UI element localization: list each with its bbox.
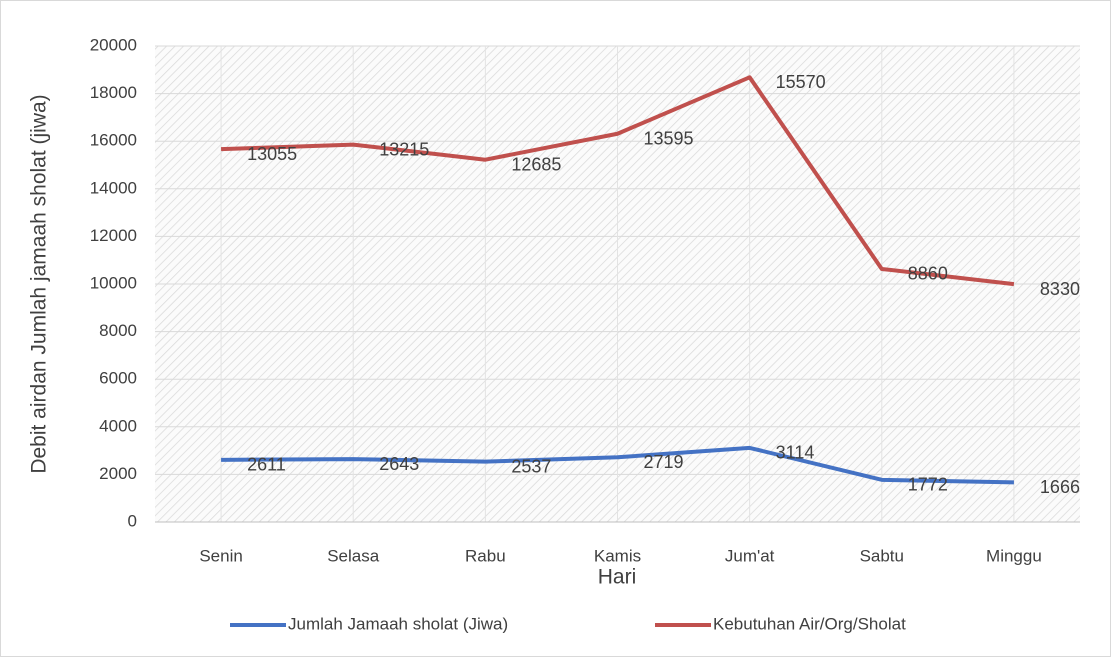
data-label: 15570: [776, 72, 826, 92]
data-label: 2719: [644, 452, 684, 472]
y-tick-label: 0: [128, 511, 137, 530]
x-tick-label: Rabu: [465, 546, 506, 565]
data-label: 8330: [1040, 279, 1080, 299]
x-tick-label: Sabtu: [860, 546, 904, 565]
y-tick-label: 14000: [90, 178, 137, 197]
y-tick-label: 18000: [90, 83, 137, 102]
data-label: 1666: [1040, 477, 1080, 497]
data-label: 3114: [776, 443, 815, 463]
y-tick-label: 10000: [90, 273, 137, 292]
data-label: 2537: [511, 456, 551, 476]
y-tick-label: 4000: [99, 416, 137, 435]
x-tick-label: Kamis: [594, 546, 641, 565]
x-axis-label: Hari: [598, 566, 637, 589]
legend-label: Jumlah Jamaah sholat (Jiwa): [288, 614, 508, 633]
x-tick-label: Jum'at: [725, 546, 775, 565]
series-line: [221, 75, 1015, 287]
legend-label: Kebutuhan Air/Org/Sholat: [713, 614, 906, 633]
x-tick-label: Minggu: [986, 546, 1042, 565]
y-tick-label: 6000: [99, 369, 137, 388]
y-tick-label: 2000: [99, 464, 137, 483]
x-tick-label: Senin: [199, 546, 242, 565]
series-line: [221, 445, 1014, 485]
y-tick-label: 20000: [90, 35, 137, 54]
y-tick-label: 16000: [90, 131, 137, 150]
y-tick-label: 8000: [99, 321, 137, 340]
x-tick-label: Selasa: [327, 546, 380, 565]
data-label: 2611: [247, 455, 286, 475]
y-tick-label: 12000: [90, 226, 137, 245]
data-label: 8860: [908, 264, 948, 284]
data-label: 2643: [379, 454, 419, 474]
data-label: 13595: [644, 128, 694, 148]
data-label: 1772: [908, 475, 948, 495]
data-label: 12685: [511, 154, 561, 174]
data-label: 13055: [247, 144, 297, 164]
y-axis-label: Debit airdan Jumlah jamaah sholat (jiwa): [28, 94, 51, 473]
data-label: 13215: [379, 139, 429, 159]
